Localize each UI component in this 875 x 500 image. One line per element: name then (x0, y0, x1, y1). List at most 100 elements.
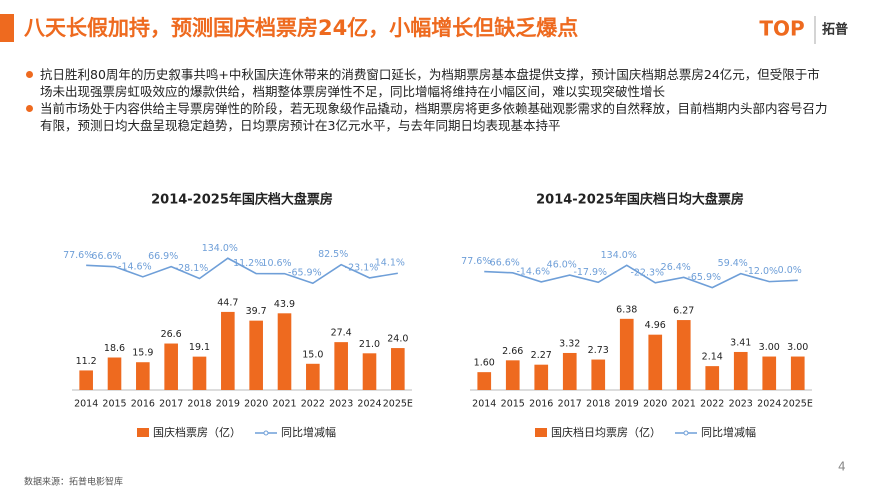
slide-title: 八天长假加持，预测国庆档票房24亿，小幅增长但缺乏爆点 (24, 16, 578, 40)
line-value-label: -65.9% (288, 268, 322, 279)
line-value-label: 77.6% (63, 250, 93, 261)
x-tick-label: 2019 (216, 399, 240, 410)
bar-value-label: 18.6 (104, 343, 125, 354)
x-tick-label: 2015 (102, 399, 126, 410)
bullet: 抗日胜利80周年的历史叙事共鸣+中秋国庆连休带来的消费窗口延长，为档期票房基本盘… (26, 66, 831, 100)
bar-value-label: 11.2 (76, 356, 97, 367)
bar-value-label: 15.9 (132, 348, 153, 359)
legend-swatch (137, 428, 149, 437)
line-value-label: 59.4% (718, 258, 748, 269)
bar (790, 356, 805, 390)
bar (136, 362, 150, 390)
legend-label: 同比增减幅 (701, 425, 756, 439)
bar (505, 360, 520, 390)
bar-value-label: 44.7 (217, 297, 238, 308)
bar-value-label: 39.7 (246, 306, 267, 317)
legend-swatch (535, 428, 547, 437)
line-value-label: -14.6% (516, 266, 550, 277)
x-tick-label: 2019 (615, 399, 639, 410)
bar-value-label: 3.32 (559, 338, 580, 349)
x-tick-label: 2014 (472, 399, 496, 410)
bar-value-label: 19.1 (189, 342, 210, 353)
line-value-label: 14.1% (375, 258, 405, 269)
line-value-label: 134.0% (601, 250, 637, 261)
bar-value-label: 2.73 (588, 345, 609, 356)
x-tick-label: 2021 (272, 399, 296, 410)
bar-value-label: 2.27 (531, 350, 552, 361)
x-tick-label: 2018 (187, 399, 211, 410)
bar (277, 313, 292, 390)
chart-title: 2014-2025年国庆档日均大盘票房 (536, 192, 744, 208)
bar-value-label: 21.0 (359, 339, 380, 350)
bar (705, 366, 720, 390)
x-tick-label: 2021 (672, 399, 696, 410)
x-tick-label: 2022 (301, 399, 325, 410)
source: 数据来源：拓普电影智库 (24, 476, 123, 488)
bar-value-label: 15.0 (302, 349, 323, 360)
x-tick-label: 2015 (501, 399, 525, 410)
line-value-label: 10.6% (261, 258, 291, 269)
bar (362, 353, 377, 390)
bar (391, 348, 405, 390)
x-tick-label: 2025E (783, 399, 813, 410)
x-tick-label: 2023 (329, 399, 353, 410)
x-tick-label: 2020 (244, 399, 268, 410)
x-tick-label: 2014 (74, 399, 98, 410)
line-value-label: 66.6% (91, 251, 121, 262)
line-value-label: -12.0% (744, 266, 778, 277)
legend-label: 国庆档日均票房（亿） (551, 425, 661, 439)
bar-value-label: 6.27 (673, 306, 694, 317)
line-value-label: -23.1% (345, 262, 379, 273)
bar (648, 334, 663, 390)
bar (334, 342, 348, 390)
bar-value-label: 3.00 (787, 342, 808, 353)
line-value-label: 46.0% (547, 260, 577, 271)
bar-value-label: 1.60 (474, 358, 495, 369)
page-number: 4 (838, 460, 846, 474)
bar (79, 370, 93, 390)
x-tick-label: 2016 (529, 399, 553, 410)
bar-value-label: 6.38 (616, 304, 637, 315)
line-value-label: 77.6% (461, 256, 491, 267)
bar-value-label: 26.6 (161, 329, 182, 340)
bar (534, 364, 549, 390)
bar (562, 352, 577, 390)
line-value-label: 26.4% (661, 262, 691, 273)
bar (591, 359, 606, 390)
bar (733, 351, 748, 390)
line-value-label: 0.0% (778, 265, 802, 276)
bar (762, 356, 777, 390)
line-value-label: -22.3% (630, 267, 664, 278)
logo-cn: 拓普 (822, 22, 848, 38)
x-tick-label: 2017 (159, 399, 183, 410)
bar (306, 363, 320, 390)
bar (164, 343, 178, 390)
line-value-label: 82.5% (318, 249, 348, 260)
title-tab (0, 14, 14, 42)
bar (221, 311, 235, 390)
bar-value-label: 3.41 (730, 337, 751, 348)
bar (192, 356, 207, 390)
legend-marker (263, 430, 269, 436)
bar-value-label: 2.66 (502, 346, 523, 357)
logo: TOP (759, 17, 804, 41)
bar-value-label: 4.96 (645, 320, 666, 331)
line-value-label: 66.6% (490, 257, 520, 268)
bar (249, 320, 263, 390)
bar (477, 372, 492, 390)
bar (619, 318, 634, 390)
chart-title: 2014-2025年国庆档大盘票房 (151, 192, 333, 208)
x-tick-label: 2023 (729, 399, 753, 410)
bar-value-label: 43.9 (274, 299, 295, 310)
bullets: 抗日胜利80周年的历史叙事共鸣+中秋国庆连休带来的消费窗口延长，为档期票房基本盘… (26, 66, 831, 134)
bar-value-label: 27.4 (331, 328, 352, 339)
bar (107, 357, 122, 390)
legend-marker (683, 430, 689, 436)
x-tick-label: 2020 (643, 399, 667, 410)
bar-value-label: 2.14 (702, 352, 723, 363)
line-value-label: 134.0% (202, 243, 238, 254)
x-tick-label: 2017 (558, 399, 582, 410)
x-tick-label: 2018 (586, 399, 610, 410)
